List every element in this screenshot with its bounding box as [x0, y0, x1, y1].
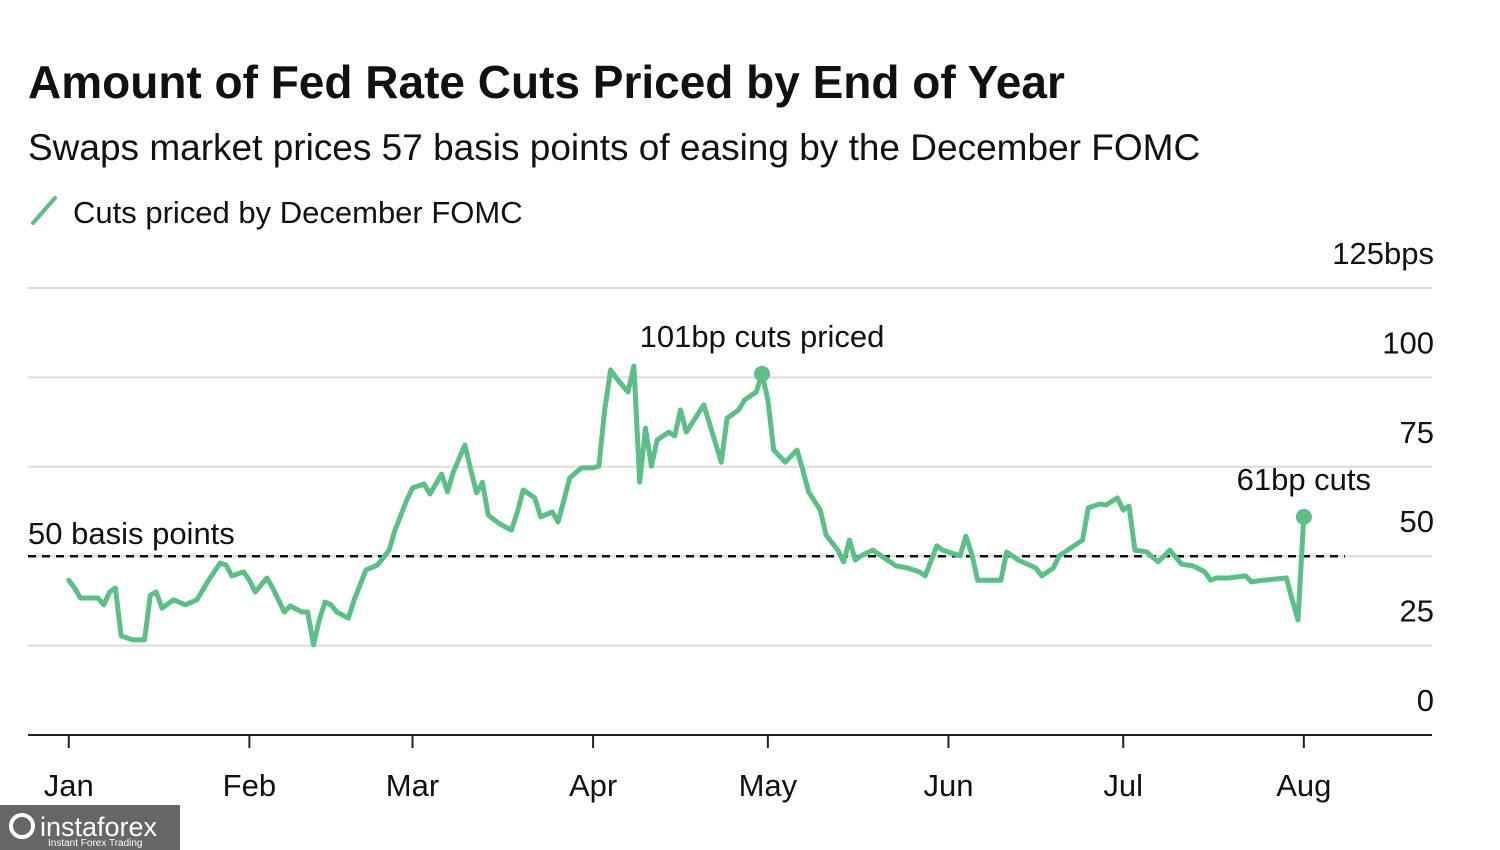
- reference-label: 50 basis points: [28, 516, 235, 551]
- x-tick-label: Aug: [1276, 768, 1331, 803]
- watermark-box: [0, 805, 180, 850]
- x-tick-label: Jan: [44, 768, 94, 803]
- watermark: instaforex Instant Forex Trading: [0, 805, 180, 850]
- watermark-tagline: Instant Forex Trading: [48, 838, 143, 849]
- annotation-label: 61bp cuts: [1237, 462, 1371, 497]
- annotation-marker: [1295, 508, 1312, 525]
- y-tick-label: 100: [1382, 325, 1434, 360]
- y-tick-label: 75: [1400, 415, 1434, 450]
- watermark-icon: [9, 813, 35, 839]
- data-line: [66, 363, 1307, 648]
- x-tick-label: Feb: [223, 768, 276, 803]
- y-tick-label: 25: [1400, 594, 1434, 629]
- x-tick-label: Jun: [923, 768, 973, 803]
- watermark-name: instaforex: [40, 812, 158, 842]
- x-tick-label: Jul: [1103, 768, 1143, 803]
- legend-label: Cuts priced by December FOMC: [73, 195, 523, 230]
- y-tick-label: 0: [1417, 683, 1434, 718]
- y-tick-label: 50: [1400, 504, 1434, 539]
- x-tick-label: Mar: [386, 768, 439, 803]
- x-tick-label: Apr: [569, 768, 617, 803]
- annotation-marker: [754, 365, 771, 382]
- legend-swatch: [31, 196, 57, 225]
- annotation-label: 101bp cuts priced: [640, 319, 885, 354]
- chart-title: Amount of Fed Rate Cuts Priced by End of…: [28, 56, 1065, 108]
- y-tick-label: 125bps: [1332, 236, 1434, 271]
- chart-subtitle: Swaps market prices 57 basis points of e…: [28, 127, 1200, 168]
- x-tick-label: May: [739, 768, 798, 803]
